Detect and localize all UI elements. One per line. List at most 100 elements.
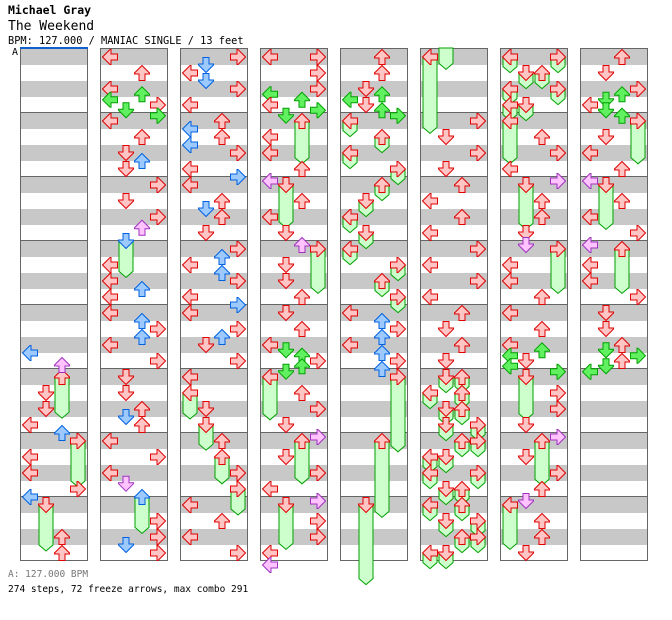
arrow-down-icon (118, 193, 134, 210)
chart-column (580, 48, 648, 561)
measure-line (261, 368, 327, 369)
arrow-up-icon (454, 480, 470, 497)
arrow-down-icon (278, 257, 294, 274)
arrow-left-icon (341, 209, 358, 225)
arrow-up-icon (294, 320, 310, 337)
chart-column (340, 48, 408, 586)
arrow-right-icon (390, 369, 407, 385)
arrow-left-icon (261, 369, 278, 385)
arrow-up-icon (294, 358, 310, 375)
arrow-down-icon (438, 353, 454, 370)
arrow-right-icon (230, 169, 247, 185)
arrow-down-icon (38, 385, 54, 402)
arrow-left-icon (101, 257, 118, 273)
arrow-right-icon (150, 321, 167, 337)
arrow-down-icon (358, 497, 374, 514)
bpm-legend: A: 127.000 BPM (8, 569, 89, 580)
arrow-down-icon (118, 369, 134, 386)
arrow-down-icon (118, 145, 134, 162)
measure-line (21, 496, 87, 497)
arrow-right-icon (630, 289, 647, 305)
chart-column (260, 48, 328, 573)
arrow-down-icon (198, 57, 214, 74)
arrow-up-icon (454, 368, 470, 385)
arrow-left-icon (261, 97, 278, 113)
arrow-left-icon (21, 465, 38, 481)
arrow-right-icon (230, 81, 247, 97)
arrow-up-icon (374, 102, 390, 119)
measure-line (341, 368, 407, 369)
arrow-up-icon (534, 64, 550, 81)
arrow-right-icon (150, 177, 167, 193)
arrow-left-icon (101, 305, 118, 321)
arrow-left-icon (421, 545, 438, 561)
arrow-left-icon (261, 173, 278, 189)
arrow-right-icon (150, 209, 167, 225)
measure-line (261, 432, 327, 433)
arrow-right-icon (550, 363, 567, 380)
freeze-arrow-body (374, 440, 390, 519)
arrow-left-icon (341, 145, 358, 161)
arrow-right-icon (390, 107, 407, 124)
measure-line (21, 432, 87, 433)
arrow-left-icon (101, 465, 118, 481)
arrow-down-icon (438, 481, 454, 498)
arrow-left-icon (501, 257, 518, 273)
arrow-down-icon (278, 342, 294, 359)
freeze-arrow-body (390, 376, 406, 453)
arrow-right-icon (230, 241, 247, 257)
arrow-right-icon (150, 353, 167, 369)
arrow-down-icon (278, 449, 294, 466)
arrow-down-icon (518, 353, 534, 370)
arrow-left-icon (501, 81, 518, 97)
arrow-down-icon (278, 177, 294, 194)
measure-line (341, 432, 407, 433)
arrow-up-icon (294, 432, 310, 449)
arrow-down-icon (518, 493, 534, 510)
measure-line (581, 176, 647, 177)
arrow-left-icon (501, 113, 518, 129)
arrow-left-icon (181, 385, 198, 401)
arrow-down-icon (598, 102, 614, 119)
notes-layer (581, 48, 647, 380)
arrow-left-icon (181, 161, 198, 177)
arrow-right-icon (470, 513, 487, 529)
arrow-up-icon (454, 336, 470, 353)
notes-layer (421, 47, 487, 570)
arrow-right-icon (230, 273, 247, 289)
measure-line (421, 304, 487, 305)
measure-line (421, 240, 487, 241)
chart-column (20, 48, 88, 561)
arrow-up-icon (214, 512, 230, 529)
arrow-up-icon (614, 86, 630, 103)
arrow-up-icon (374, 64, 390, 81)
arrow-up-icon (294, 192, 310, 209)
arrow-down-icon (598, 65, 614, 82)
arrow-left-icon (21, 345, 38, 361)
arrow-up-icon (134, 219, 150, 236)
arrow-down-icon (518, 177, 534, 194)
arrow-up-icon (214, 432, 230, 449)
notes-layer (21, 345, 87, 561)
arrow-up-icon (614, 107, 630, 124)
arrow-right-icon (470, 433, 487, 449)
arrow-down-icon (198, 225, 214, 242)
arrow-right-icon (470, 529, 487, 545)
arrow-up-icon (374, 328, 390, 345)
arrow-right-icon (310, 513, 327, 529)
arrow-left-icon (501, 273, 518, 289)
arrow-left-icon (181, 529, 198, 545)
arrow-up-icon (454, 304, 470, 321)
arrow-down-icon (598, 321, 614, 338)
measure-line (101, 368, 167, 369)
arrow-left-icon (501, 305, 518, 321)
arrow-right-icon (470, 273, 487, 289)
arrow-up-icon (454, 432, 470, 449)
arrow-left-icon (421, 465, 438, 481)
arrow-right-icon (310, 401, 327, 417)
measure-line (261, 176, 327, 177)
arrow-left-icon (581, 209, 598, 225)
arrow-up-icon (534, 192, 550, 209)
arrow-right-icon (550, 241, 567, 257)
arrow-up-icon (134, 86, 150, 103)
